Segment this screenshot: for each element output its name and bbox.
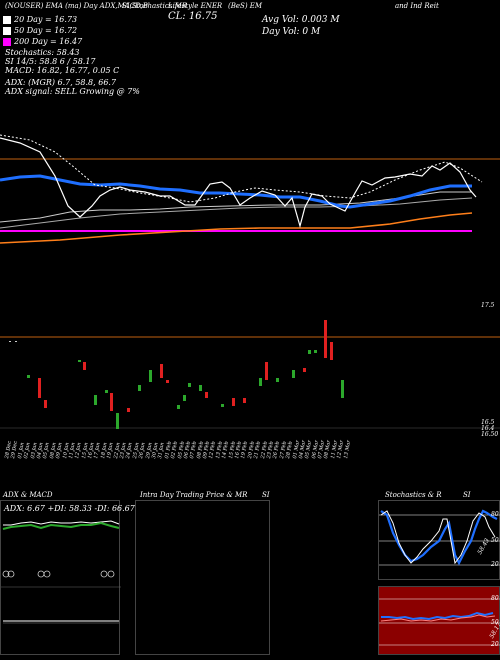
candle (330, 342, 333, 360)
candle (324, 320, 327, 358)
candle (138, 385, 141, 391)
header-exchange: (BeS) EM (228, 2, 263, 10)
adx-readout: ADX: 6.67 +DI: 58.33 -DI: 66.67 (4, 504, 135, 513)
date-axis: 28 Dec 29 Dec 01 Jan 02 Jan 03 Jan 04 Jan 05 J… (0, 440, 500, 487)
candle (308, 350, 311, 354)
candle (243, 398, 246, 403)
legend-si: SI 14/5: 58.8 6 / 58.17 (5, 57, 96, 66)
intraday-si-label: SI (262, 491, 270, 499)
candle (83, 362, 86, 370)
stochastics-chart: 80 50 20 58.43 (378, 500, 500, 580)
dotted-price-line (0, 134, 483, 203)
orange-ema-line (0, 212, 473, 244)
candle (149, 370, 152, 382)
stoch-si-label: SI (463, 491, 471, 499)
tick-mark (9, 341, 11, 342)
stoch-label-20: 20 (491, 561, 499, 568)
close-price: CL: 16.75 (168, 11, 218, 22)
legend-ema20: 20 Day = 16.73 (3, 15, 77, 24)
adx-panel-title: ADX & MACD (3, 491, 53, 499)
si-chart: 80 50 20 58.17 (378, 586, 500, 655)
price-axis-low3: 16.50 (481, 431, 499, 438)
legend-adx-signal: ADX signal: SELL Growing @ 7% (5, 87, 140, 96)
macd-mark (37, 570, 45, 578)
avg-volume: Avg Vol: 0.003 M (262, 15, 340, 25)
stoch-label-80: 80 (491, 511, 499, 518)
candle (105, 390, 108, 393)
intraday-panel-title: Intra Day Trading Price & MR (140, 491, 248, 499)
tick-mark (15, 341, 17, 342)
candle (232, 398, 235, 406)
stoch-label-50: 50 (491, 537, 499, 544)
candle (276, 378, 279, 382)
grey-line-1 (0, 197, 473, 229)
header-studies: (NOUSER) EMA (ma) Day ADX,MACD,B (5, 2, 148, 10)
legend-ema200: 200 Day = 16.47 (3, 37, 82, 46)
macd-marks (2, 570, 115, 578)
si-label-20: 20 (491, 641, 499, 648)
candle (183, 395, 186, 401)
macd-mark (2, 570, 10, 578)
candle (292, 370, 295, 378)
candle (38, 378, 41, 398)
candle (221, 404, 224, 407)
si-label-80: 80 (491, 595, 499, 602)
price-axis-low2: 16.4 (481, 425, 495, 432)
candle (199, 385, 202, 391)
candle (166, 380, 169, 383)
candle (116, 413, 119, 429)
candle (205, 392, 208, 398)
adx-line-green (2, 521, 120, 530)
candles (27, 320, 344, 429)
ema200-swatch-icon (3, 38, 11, 46)
stoch-d-line (380, 510, 496, 565)
candle (314, 350, 317, 353)
ema-blue-line (0, 174, 472, 209)
macd-mark (100, 570, 108, 578)
candle (110, 393, 113, 411)
legend-macd: MACD: 16.82, 16.77, 0.05 C (5, 66, 120, 75)
candle (177, 405, 180, 409)
legend-stochastics: Stochastics: 58.43 (5, 48, 80, 57)
stoch-rsi-panel: 80 50 20 58.43 80 50 20 58.17 (378, 500, 500, 655)
si-label-50: 50 (491, 619, 499, 626)
si-red-line (380, 614, 496, 622)
price-axis-top: 17.5 (481, 302, 495, 309)
legend-ema50: 50 Day = 16.72 (3, 26, 77, 35)
ema20-swatch-icon (3, 16, 11, 24)
intraday-panel (135, 500, 270, 655)
header-sector: and Ind Reit (395, 2, 439, 10)
candle (44, 400, 47, 408)
header-indicators: SI,Stochastics MR (122, 2, 188, 10)
price-axis-low1: 16.5 (481, 419, 495, 426)
candle (341, 380, 344, 398)
candle (160, 364, 163, 378)
candle (265, 362, 268, 380)
ema50-swatch-icon (3, 27, 11, 35)
macd-mark (7, 570, 15, 578)
candle (127, 408, 130, 412)
macd-mark (107, 570, 115, 578)
candle (303, 368, 306, 372)
macd-mark (43, 570, 51, 578)
header-company: Lifestyle ENER (168, 2, 223, 10)
adx-panel: ADX: 6.67 +DI: 58.33 -DI: 66.67 (0, 500, 135, 655)
price-line (0, 137, 477, 229)
candle (94, 395, 97, 405)
candle (188, 383, 191, 387)
candle (27, 375, 30, 378)
legend-adx: ADX: (MGR) 6.7, 58.8, 66.7 (5, 78, 117, 87)
candle (259, 378, 262, 386)
day-volume: Day Vol: 0 M (262, 27, 321, 37)
stoch-k-line (380, 509, 498, 566)
stoch-panel-title: Stochastics & R (385, 491, 442, 499)
candle (78, 360, 81, 362)
si-blue-line (381, 611, 494, 621)
